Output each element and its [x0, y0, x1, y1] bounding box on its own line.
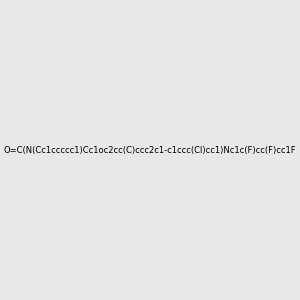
Text: O=C(N(Cc1ccccc1)Cc1oc2cc(C)ccc2c1-c1ccc(Cl)cc1)Nc1c(F)cc(F)cc1F: O=C(N(Cc1ccccc1)Cc1oc2cc(C)ccc2c1-c1ccc(… — [4, 146, 296, 154]
